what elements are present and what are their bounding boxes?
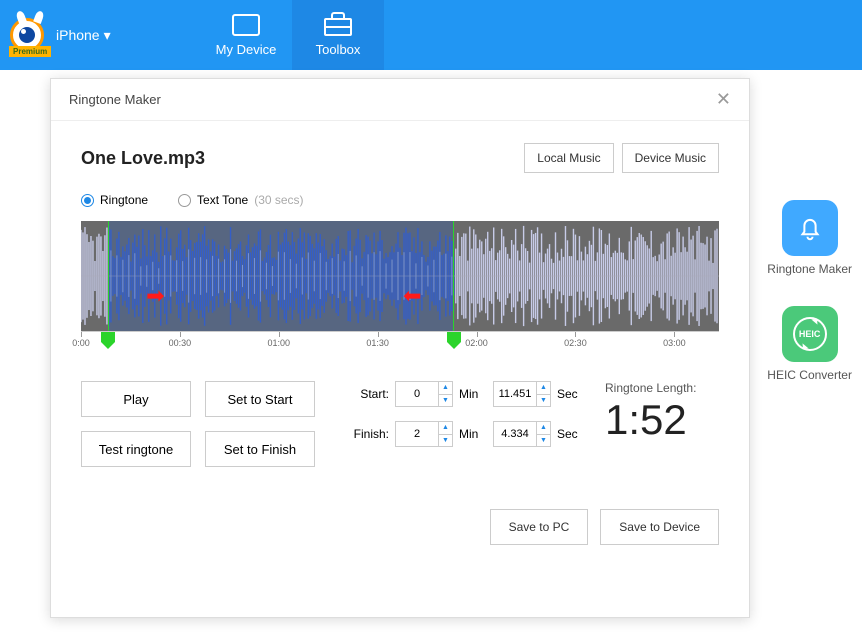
filename: One Love.mp3 <box>81 148 205 169</box>
device-dropdown-label: iPhone <box>56 27 100 43</box>
save-to-pc-button[interactable]: Save to PC <box>490 509 589 545</box>
selection-overlay[interactable] <box>108 221 454 331</box>
start-min-spinner[interactable]: ▲▼ <box>439 381 453 407</box>
radio-text-tone[interactable]: Text Tone (30 secs) <box>178 193 304 207</box>
finish-min-input[interactable] <box>395 421 439 447</box>
tab-my-device[interactable]: My Device <box>200 0 292 70</box>
save-to-device-button[interactable]: Save to Device <box>600 509 719 545</box>
tab-toolbox[interactable]: Toolbox <box>292 0 384 70</box>
close-icon[interactable]: ✕ <box>716 89 731 110</box>
min-unit: Min <box>459 387 487 401</box>
sec-unit: Sec <box>557 387 585 401</box>
local-music-button[interactable]: Local Music <box>524 143 613 173</box>
ringtone-maker-modal: Ringtone Maker ✕ One Love.mp3 Local Musi… <box>50 78 750 618</box>
timeline[interactable]: 0:0000:3001:0001:3002:0002:3003:00 <box>81 331 719 353</box>
play-button[interactable]: Play <box>81 381 191 417</box>
nav-tabs: My Device Toolbox <box>200 0 384 70</box>
tool-label: HEIC Converter <box>767 368 852 382</box>
tab-label: Toolbox <box>316 42 361 57</box>
top-bar: Premium iPhone ▾ My Device Toolbox <box>0 0 862 70</box>
type-radio-group: Ringtone Text Tone (30 secs) <box>81 193 719 207</box>
radio-ringtone[interactable]: Ringtone <box>81 193 148 207</box>
tool-heic-converter[interactable]: HEIC HEIC Converter <box>767 306 852 382</box>
heic-icon: HEIC <box>782 306 838 362</box>
finish-min-spinner[interactable]: ▲▼ <box>439 421 453 447</box>
tool-ringtone-maker[interactable]: Ringtone Maker <box>767 200 852 276</box>
app-logo: Premium <box>10 18 44 52</box>
radio-note: (30 secs) <box>254 193 303 207</box>
length-value: 1:52 <box>605 399 696 441</box>
radio-icon <box>81 194 94 207</box>
start-sec-input[interactable] <box>493 381 537 407</box>
arrow-start-icon: ➡ <box>146 283 164 309</box>
sec-unit: Sec <box>557 427 585 441</box>
arrow-end-icon: ➡ <box>403 283 421 309</box>
radio-icon <box>178 194 191 207</box>
device-dropdown[interactable]: iPhone ▾ <box>56 27 111 44</box>
radio-label: Ringtone <box>100 193 148 207</box>
tab-label: My Device <box>216 42 277 57</box>
start-min-input[interactable] <box>395 381 439 407</box>
tool-label: Ringtone Maker <box>767 262 852 276</box>
premium-badge: Premium <box>9 46 51 57</box>
start-sec-spinner[interactable]: ▲▼ <box>537 381 551 407</box>
finish-sec-input[interactable] <box>493 421 537 447</box>
bell-icon <box>782 200 838 256</box>
test-ringtone-button[interactable]: Test ringtone <box>81 431 191 467</box>
length-label: Ringtone Length: <box>605 381 696 395</box>
min-unit: Min <box>459 427 487 441</box>
toolbox-icon <box>324 18 352 36</box>
waveform-area[interactable]: ➡ ➡ 0:0000:3001:0001:3002:0002:3003:00 <box>81 221 719 353</box>
finish-sec-spinner[interactable]: ▲▼ <box>537 421 551 447</box>
modal-title: Ringtone Maker <box>69 92 161 107</box>
start-label: Start: <box>345 387 389 401</box>
tablet-icon <box>232 14 260 36</box>
device-music-button[interactable]: Device Music <box>622 143 719 173</box>
set-finish-button[interactable]: Set to Finish <box>205 431 315 467</box>
set-start-button[interactable]: Set to Start <box>205 381 315 417</box>
logo-area: Premium iPhone ▾ <box>0 18 200 52</box>
chevron-down-icon: ▾ <box>104 27 111 44</box>
side-tools: Ringtone Maker HEIC HEIC Converter <box>767 200 852 382</box>
modal-header: Ringtone Maker ✕ <box>51 79 749 121</box>
radio-label: Text Tone <box>197 193 248 207</box>
waveform[interactable]: ➡ ➡ <box>81 221 719 331</box>
finish-label: Finish: <box>345 427 389 441</box>
